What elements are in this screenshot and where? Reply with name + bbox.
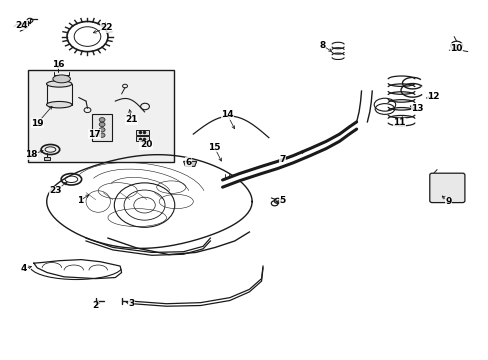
Text: 21: 21 — [125, 115, 137, 124]
Text: 15: 15 — [207, 143, 220, 152]
Text: 13: 13 — [410, 104, 423, 113]
Circle shape — [99, 133, 105, 137]
Text: 24: 24 — [15, 21, 27, 30]
Text: 14: 14 — [221, 110, 233, 119]
Bar — [27, 69, 173, 162]
Text: 4: 4 — [21, 265, 27, 274]
FancyBboxPatch shape — [429, 173, 464, 203]
Text: 1: 1 — [77, 196, 82, 205]
Text: 16: 16 — [52, 60, 64, 69]
Text: 8: 8 — [319, 41, 325, 50]
Circle shape — [99, 122, 105, 127]
Bar — [136, 130, 149, 135]
Text: 6: 6 — [185, 158, 191, 167]
Text: 18: 18 — [24, 150, 37, 159]
Ellipse shape — [46, 81, 72, 87]
Text: 11: 11 — [392, 118, 405, 127]
Text: 12: 12 — [427, 92, 439, 101]
Polygon shape — [183, 161, 196, 166]
Bar — [92, 114, 112, 140]
Text: 10: 10 — [449, 44, 462, 53]
Text: 22: 22 — [101, 23, 113, 32]
Text: 23: 23 — [49, 186, 61, 195]
Bar — [136, 136, 149, 141]
Ellipse shape — [46, 102, 72, 108]
Bar — [43, 157, 50, 160]
Text: 17: 17 — [88, 130, 101, 139]
Text: 5: 5 — [279, 196, 285, 205]
Text: 9: 9 — [444, 197, 450, 206]
Circle shape — [99, 128, 105, 132]
Text: 3: 3 — [128, 299, 134, 308]
Text: 7: 7 — [279, 155, 285, 164]
Text: 20: 20 — [140, 140, 152, 149]
Text: 19: 19 — [31, 119, 43, 128]
Ellipse shape — [53, 75, 70, 83]
Text: 2: 2 — [92, 301, 99, 310]
Circle shape — [99, 118, 105, 122]
